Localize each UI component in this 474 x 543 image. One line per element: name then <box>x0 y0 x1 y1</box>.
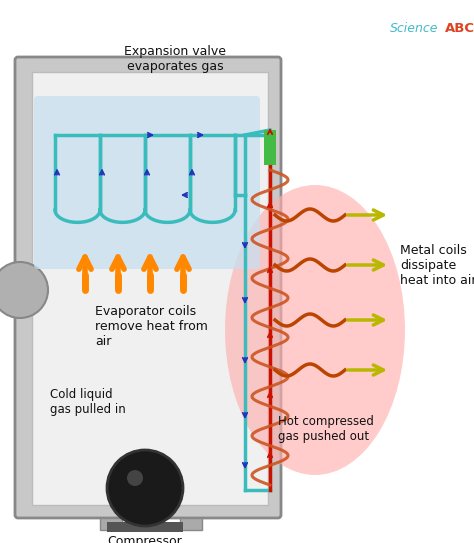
Bar <box>32 72 268 505</box>
Bar <box>100 518 122 530</box>
Bar <box>180 518 202 530</box>
Bar <box>107 522 183 532</box>
Text: Compressor: Compressor <box>108 535 182 543</box>
Ellipse shape <box>225 185 405 475</box>
FancyBboxPatch shape <box>15 57 281 518</box>
Text: Metal coils
dissipate
heat into air: Metal coils dissipate heat into air <box>400 243 474 287</box>
Circle shape <box>0 262 48 318</box>
FancyBboxPatch shape <box>34 96 260 269</box>
Circle shape <box>107 450 183 526</box>
Bar <box>264 130 276 165</box>
Text: Hot compressed
gas pushed out: Hot compressed gas pushed out <box>278 415 374 443</box>
Text: Science: Science <box>390 22 438 35</box>
Text: Evaporator coils
remove heat from
air: Evaporator coils remove heat from air <box>95 305 208 348</box>
Text: Expansion valve
evaporates gas: Expansion valve evaporates gas <box>124 45 226 73</box>
Text: Cold liquid
gas pulled in: Cold liquid gas pulled in <box>50 388 126 416</box>
Circle shape <box>127 470 143 486</box>
Text: ABC: ABC <box>445 22 474 35</box>
